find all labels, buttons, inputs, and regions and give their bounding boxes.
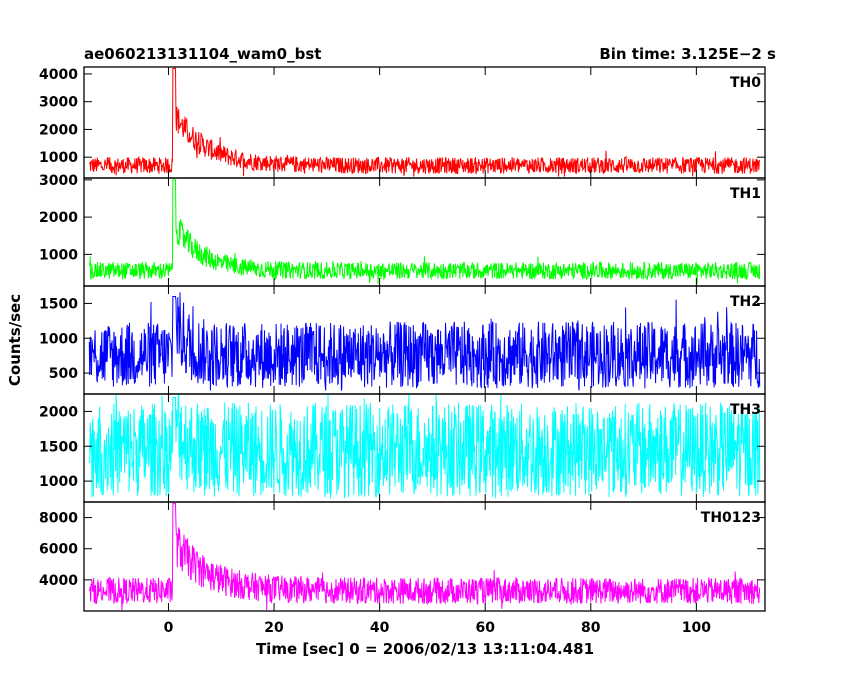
y-tick-label: 1000 xyxy=(39,150,78,166)
x-tick-label: 100 xyxy=(682,620,711,636)
y-tick-label: 8000 xyxy=(39,511,78,527)
x-tick-label: 0 xyxy=(164,620,174,636)
series-line-th3 xyxy=(88,393,761,499)
chart-title-right: Bin time: 3.125E−2 s xyxy=(599,45,776,63)
series-label: TH1 xyxy=(730,186,761,202)
x-tick-label: 40 xyxy=(370,620,390,636)
y-tick-label: 1500 xyxy=(39,296,78,312)
y-tick-label: 1000 xyxy=(39,331,78,347)
panels-group: 1000200030004000TH0100020003000TH1500100… xyxy=(39,66,766,636)
x-axis-label: Time [sec] 0 = 2006/02/13 13:11:04.481 xyxy=(256,640,594,658)
panel-th0: 1000 2000 3000 4000 TH0 xyxy=(39,66,766,179)
y-tick-label: 1000 xyxy=(39,474,78,490)
panel-th3: 1000 1500 2000 TH3 xyxy=(39,393,766,503)
y-tick-label: 4000 xyxy=(39,573,78,589)
panel-th0123: 4000 6000 8000 TH0123 0 20 40 60 80 100 xyxy=(39,501,766,636)
y-tick-label: 1500 xyxy=(39,439,78,455)
y-tick-label: 2000 xyxy=(39,404,78,420)
series-line-th0123 xyxy=(88,503,761,611)
y-tick-label: 1000 xyxy=(39,247,78,263)
series-label: TH0123 xyxy=(701,510,761,526)
series-label: TH2 xyxy=(730,294,761,310)
y-tick-label: 2000 xyxy=(39,210,78,226)
panel-frame xyxy=(83,501,766,612)
x-tick-label: 80 xyxy=(581,620,601,636)
y-tick-label: 6000 xyxy=(39,542,78,558)
y-tick-label: 3000 xyxy=(39,173,78,189)
series-line-th2 xyxy=(88,292,761,391)
series-label: TH3 xyxy=(730,402,761,418)
chart-title-left: ae060213131104_wam0_bst xyxy=(84,45,321,63)
series-label: TH0 xyxy=(730,75,761,91)
series-line-th1 xyxy=(88,179,761,285)
x-tick-label: 60 xyxy=(475,620,495,636)
x-tick-label: 20 xyxy=(264,620,284,636)
panel-th1: 1000 2000 3000 TH1 xyxy=(39,173,766,287)
y-tick-label: 2000 xyxy=(39,122,78,138)
y-tick-label: 3000 xyxy=(39,95,78,111)
panel-th2: 500 1000 1500 TH2 xyxy=(39,285,766,395)
y-tick-label: 4000 xyxy=(39,67,78,83)
series-line-th0 xyxy=(88,67,761,177)
y-axis-label: Counts/sec xyxy=(6,294,24,386)
y-tick-label: 500 xyxy=(49,366,78,382)
